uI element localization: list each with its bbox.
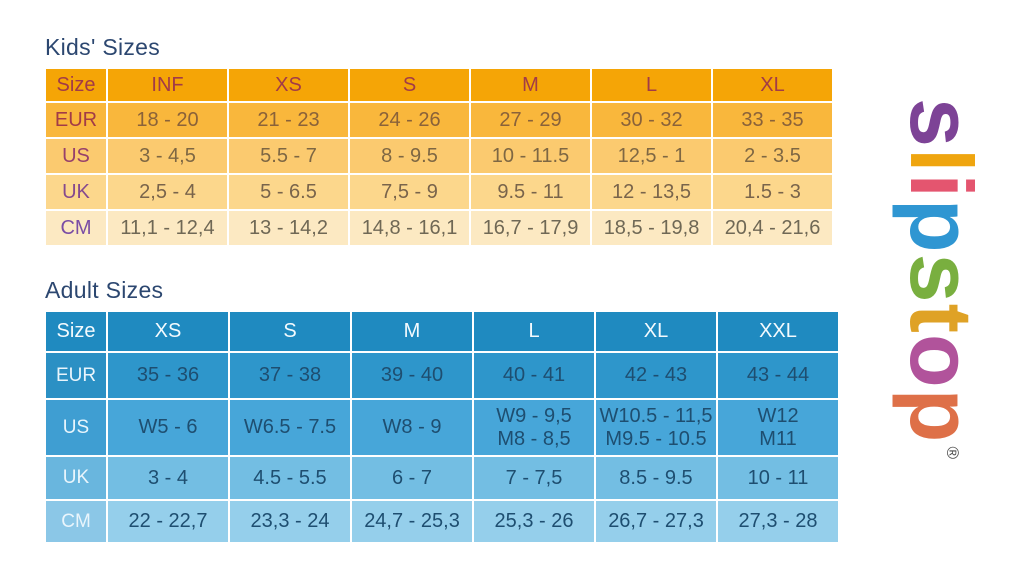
table-cell: 13 - 14,2 — [227, 209, 350, 247]
adult-header-size: Size — [44, 310, 108, 353]
row-label: CM — [44, 499, 108, 544]
adult-header-l: L — [472, 310, 596, 353]
logo-letter: p — [892, 388, 991, 444]
table-cell: 1.5 - 3 — [711, 173, 834, 211]
registered-trademark-symbol: ® — [943, 446, 962, 459]
table-cell: 18 - 20 — [106, 101, 229, 139]
table-cell: 7,5 - 9 — [348, 173, 471, 211]
logo-letter: s — [892, 98, 991, 148]
table-cell: 10 - 11 — [716, 455, 840, 501]
table-cell: 26,7 - 27,3 — [594, 499, 718, 544]
kids-sizes-title: Kids' Sizes — [45, 34, 161, 60]
kids-size-chart-section: Kids' Sizes Size INF XS S M L XL EUR 18 … — [44, 34, 834, 247]
table-cell: 21 - 23 — [227, 101, 350, 139]
slipstop-logo: slipstop® — [891, 87, 991, 467]
adult-row-eur: EUR 35 - 36 37 - 38 39 - 40 40 - 41 42 -… — [44, 351, 840, 400]
table-cell: W6.5 - 7.5 — [228, 398, 352, 457]
logo-letter: l — [892, 147, 991, 174]
row-label: US — [44, 398, 108, 457]
table-cell: 30 - 32 — [590, 101, 713, 139]
table-cell: 33 - 35 — [711, 101, 834, 139]
table-cell: 3 - 4,5 — [106, 137, 229, 175]
adult-header-row: Size XS S M L XL XXL — [44, 310, 840, 353]
table-cell: 39 - 40 — [350, 351, 474, 400]
table-cell: 16,7 - 17,9 — [469, 209, 592, 247]
table-cell: W10.5 - 11,5 M9.5 - 10.5 — [594, 398, 718, 457]
adult-header-xs: XS — [106, 310, 230, 353]
adult-row-us: US W5 - 6 W6.5 - 7.5 W8 - 9 W9 - 9,5 M8 … — [44, 398, 840, 457]
kids-row-eur: EUR 18 - 20 21 - 23 24 - 26 27 - 29 30 -… — [44, 101, 834, 139]
kids-header-xl: XL — [711, 67, 834, 103]
kids-header-l: L — [590, 67, 713, 103]
table-cell: 14,8 - 16,1 — [348, 209, 471, 247]
kids-header-size: Size — [44, 67, 108, 103]
table-cell: 27,3 - 28 — [716, 499, 840, 544]
table-cell: 3 - 4 — [106, 455, 230, 501]
table-cell: W8 - 9 — [350, 398, 474, 457]
logo-letter: o — [892, 333, 991, 389]
table-cell: 23,3 - 24 — [228, 499, 352, 544]
row-label: US — [44, 137, 108, 175]
logo-letter: p — [892, 198, 991, 254]
table-cell: 8 - 9.5 — [348, 137, 471, 175]
table-cell: 42 - 43 — [594, 351, 718, 400]
table-cell: W5 - 6 — [106, 398, 230, 457]
table-cell: 12,5 - 1 — [590, 137, 713, 175]
table-cell: 5.5 - 7 — [227, 137, 350, 175]
table-cell: 4.5 - 5.5 — [228, 455, 352, 501]
table-cell: 35 - 36 — [106, 351, 230, 400]
row-label: EUR — [44, 351, 108, 400]
table-cell: 40 - 41 — [472, 351, 596, 400]
adult-row-uk: UK 3 - 4 4.5 - 5.5 6 - 7 7 - 7,5 8.5 - 9… — [44, 455, 840, 501]
adult-header-s: S — [228, 310, 352, 353]
adult-header-m: M — [350, 310, 474, 353]
table-cell: 6 - 7 — [350, 455, 474, 501]
table-cell: 20,4 - 21,6 — [711, 209, 834, 247]
kids-size-table: Size INF XS S M L XL EUR 18 - 20 21 - 23… — [44, 67, 834, 247]
row-label: UK — [44, 173, 108, 211]
table-cell: 24 - 26 — [348, 101, 471, 139]
table-cell: 18,5 - 19,8 — [590, 209, 713, 247]
kids-header-inf: INF — [106, 67, 229, 103]
adult-header-xxl: XXL — [716, 310, 840, 353]
adult-header-xl: XL — [594, 310, 718, 353]
kids-row-uk: UK 2,5 - 4 5 - 6.5 7,5 - 9 9.5 - 11 12 -… — [44, 173, 834, 211]
table-cell: 7 - 7,5 — [472, 455, 596, 501]
table-cell: 11,1 - 12,4 — [106, 209, 229, 247]
logo-letter: t — [892, 303, 991, 334]
table-cell: 24,7 - 25,3 — [350, 499, 474, 544]
kids-header-xs: XS — [227, 67, 350, 103]
table-cell: 5 - 6.5 — [227, 173, 350, 211]
adult-sizes-title: Adult Sizes — [45, 277, 164, 303]
kids-header-row: Size INF XS S M L XL — [44, 67, 834, 103]
kids-header-m: M — [469, 67, 592, 103]
adult-size-chart-section: Adult Sizes Size XS S M L XL XXL EUR 35 … — [44, 277, 840, 544]
table-cell: 12 - 13,5 — [590, 173, 713, 211]
row-label: UK — [44, 455, 108, 501]
table-cell: 8.5 - 9.5 — [594, 455, 718, 501]
logo-letter: s — [892, 253, 991, 304]
table-cell: 25,3 - 26 — [472, 499, 596, 544]
table-cell: 27 - 29 — [469, 101, 592, 139]
kids-row-us: US 3 - 4,5 5.5 - 7 8 - 9.5 10 - 11.5 12,… — [44, 137, 834, 175]
row-label: CM — [44, 209, 108, 247]
table-cell: 37 - 38 — [228, 351, 352, 400]
table-cell: 10 - 11.5 — [469, 137, 592, 175]
table-cell: W12 M11 — [716, 398, 840, 457]
table-cell: 22 - 22,7 — [106, 499, 230, 544]
table-cell: W9 - 9,5 M8 - 8,5 — [472, 398, 596, 457]
adult-row-cm: CM 22 - 22,7 23,3 - 24 24,7 - 25,3 25,3 … — [44, 499, 840, 544]
table-cell: 2,5 - 4 — [106, 173, 229, 211]
table-cell: 2 - 3.5 — [711, 137, 834, 175]
logo-letter: i — [892, 173, 991, 199]
table-cell: 9.5 - 11 — [469, 173, 592, 211]
adult-size-table: Size XS S M L XL XXL EUR 35 - 36 37 - 38… — [44, 310, 840, 544]
kids-row-cm: CM 11,1 - 12,4 13 - 14,2 14,8 - 16,1 16,… — [44, 209, 834, 247]
table-cell: 43 - 44 — [716, 351, 840, 400]
row-label: EUR — [44, 101, 108, 139]
kids-header-s: S — [348, 67, 471, 103]
